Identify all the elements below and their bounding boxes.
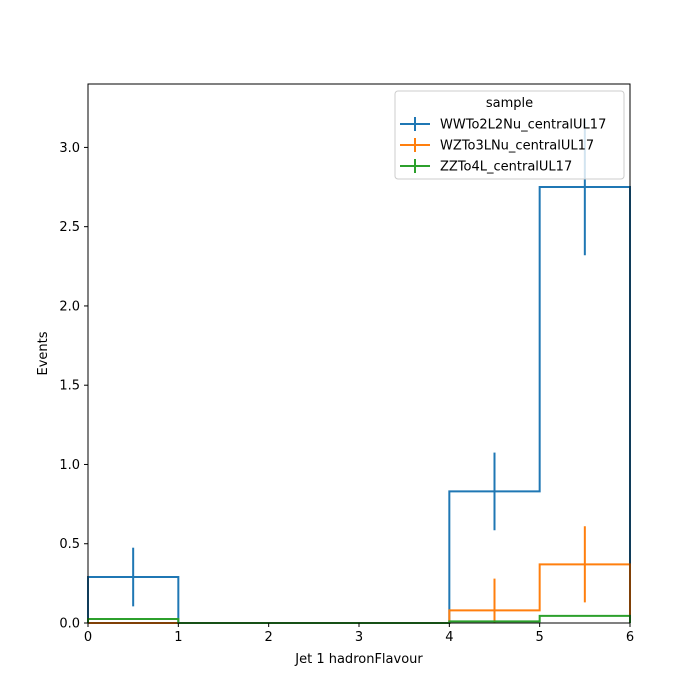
y-axis-label: Events [36,331,51,375]
x-tick-label: 2 [265,630,273,645]
legend-label: ZZTo4L_centralUL17 [440,160,572,175]
legend: sample WWTo2L2Nu_centralUL17 WZTo3LNu_cen… [394,90,625,180]
x-tick-label: 5 [536,630,544,645]
series-layer [87,118,631,624]
x-tick-label: 0 [84,630,92,645]
legend-label: WWTo2L2Nu_centralUL17 [440,118,606,133]
y-tick-label: 2.5 [59,220,80,235]
legend-item: ZZTo4L_centralUL17 [400,159,572,175]
legend-title: sample [486,96,533,111]
legend-item: WWTo2L2Nu_centralUL17 [400,117,606,133]
legend-items: WWTo2L2Nu_centralUL17 WZTo3LNu_centralUL1… [400,117,606,175]
histogram-step [87,614,631,624]
x-tick-label: 1 [174,630,182,645]
y-tick-label: 0.5 [59,537,80,552]
y-tick-label: 3.0 [59,141,80,156]
series-2 [87,614,631,624]
legend-box [394,90,625,180]
legend-item: WZTo3LNu_centralUL17 [400,138,594,154]
y-tick-label: 0.0 [59,617,80,632]
x-axis: 0 1 2 3 4 5 6 [84,623,634,645]
x-axis-label: Jet 1 hadronFlavour [294,652,423,667]
y-tick-label: 1.5 [59,379,80,394]
legend-label: WZTo3LNu_centralUL17 [440,139,594,154]
x-tick-label: 3 [355,630,363,645]
series-0 [87,118,631,624]
histogram-step [87,186,631,624]
y-axis: 0.0 0.5 1.0 1.5 2.0 2.5 3.0 [59,141,88,632]
y-tick-label: 1.0 [59,458,80,473]
y-tick-label: 2.0 [59,299,80,314]
x-tick-label: 6 [626,630,634,645]
series-1 [88,526,631,624]
histogram-step [88,563,631,624]
x-tick-label: 4 [445,630,453,645]
